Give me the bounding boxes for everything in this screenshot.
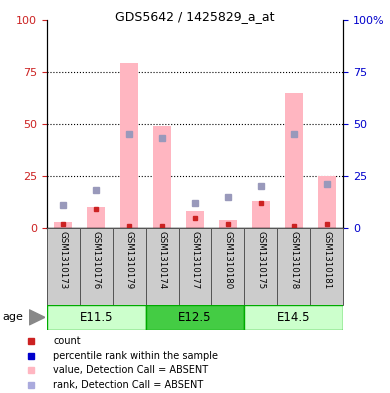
Text: E12.5: E12.5: [178, 311, 212, 324]
Text: GSM1310173: GSM1310173: [59, 231, 68, 289]
Bar: [145, 305, 245, 330]
Text: count: count: [53, 336, 81, 347]
Bar: [318, 176, 336, 228]
Bar: [87, 207, 105, 228]
FancyBboxPatch shape: [145, 228, 179, 305]
Bar: [120, 63, 138, 228]
Bar: [47, 305, 145, 330]
Text: GSM1310179: GSM1310179: [125, 231, 134, 289]
FancyBboxPatch shape: [179, 228, 211, 305]
Text: GSM1310174: GSM1310174: [158, 231, 167, 289]
Polygon shape: [29, 310, 45, 325]
Text: value, Detection Call = ABSENT: value, Detection Call = ABSENT: [53, 365, 208, 375]
Text: E14.5: E14.5: [277, 311, 310, 324]
Text: GSM1310178: GSM1310178: [289, 231, 298, 289]
Bar: [186, 211, 204, 228]
Bar: [153, 126, 171, 228]
FancyBboxPatch shape: [277, 228, 310, 305]
Bar: [285, 93, 303, 228]
Bar: [245, 305, 343, 330]
Text: percentile rank within the sample: percentile rank within the sample: [53, 351, 218, 361]
Text: GSM1310180: GSM1310180: [223, 231, 232, 289]
FancyBboxPatch shape: [113, 228, 145, 305]
Bar: [54, 222, 72, 228]
FancyBboxPatch shape: [211, 228, 245, 305]
Text: GSM1310176: GSM1310176: [92, 231, 101, 289]
Text: rank, Detection Call = ABSENT: rank, Detection Call = ABSENT: [53, 380, 203, 390]
Text: GSM1310177: GSM1310177: [190, 231, 200, 289]
Bar: [252, 201, 270, 228]
Text: E11.5: E11.5: [80, 311, 113, 324]
Text: GSM1310181: GSM1310181: [322, 231, 331, 289]
FancyBboxPatch shape: [245, 228, 277, 305]
FancyBboxPatch shape: [47, 228, 80, 305]
Text: age: age: [2, 312, 23, 322]
Bar: [219, 220, 237, 228]
FancyBboxPatch shape: [80, 228, 113, 305]
Text: GDS5642 / 1425829_a_at: GDS5642 / 1425829_a_at: [115, 10, 275, 23]
Text: GSM1310175: GSM1310175: [256, 231, 265, 289]
FancyBboxPatch shape: [310, 228, 343, 305]
